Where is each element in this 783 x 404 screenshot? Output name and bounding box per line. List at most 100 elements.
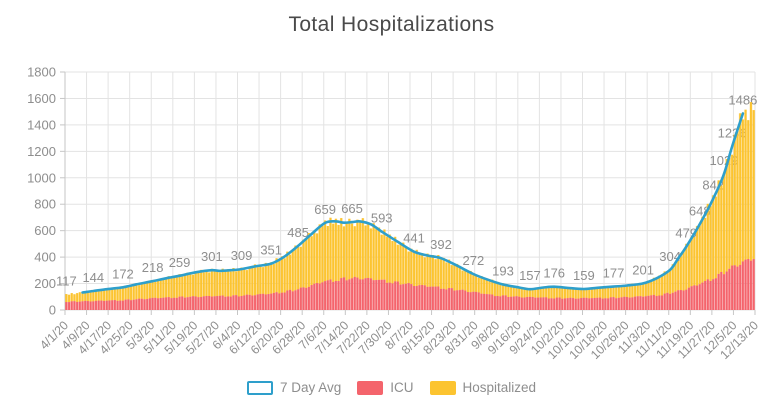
icu-bar[interactable]: [181, 296, 184, 310]
hospitalized-bar[interactable]: [682, 250, 685, 291]
hospitalized-bar[interactable]: [210, 268, 213, 297]
icu-bar[interactable]: [558, 297, 561, 310]
hospitalized-bar[interactable]: [472, 275, 475, 292]
icu-bar[interactable]: [138, 298, 141, 310]
icu-bar[interactable]: [353, 276, 356, 310]
hospitalized-bar[interactable]: [383, 229, 386, 280]
icu-bar[interactable]: [520, 297, 523, 310]
hospitalized-bar[interactable]: [696, 225, 699, 286]
hospitalized-bar[interactable]: [197, 272, 200, 298]
hospitalized-bar[interactable]: [291, 249, 294, 292]
hospitalized-bar[interactable]: [243, 269, 246, 296]
icu-bar[interactable]: [512, 296, 515, 310]
icu-bar[interactable]: [108, 300, 111, 310]
icu-bar[interactable]: [369, 278, 372, 310]
hospitalized-bar[interactable]: [183, 274, 186, 298]
icu-bar[interactable]: [162, 297, 165, 310]
icu-bar[interactable]: [305, 287, 308, 310]
hospitalized-bar[interactable]: [448, 259, 451, 288]
hospitalized-bar[interactable]: [561, 287, 564, 299]
hospitalized-bar[interactable]: [235, 271, 238, 296]
hospitalized-bar[interactable]: [221, 268, 224, 296]
hospitalized-bar[interactable]: [523, 287, 526, 298]
icu-bar[interactable]: [186, 297, 189, 310]
icu-bar[interactable]: [661, 295, 663, 310]
hospitalized-bar[interactable]: [178, 274, 181, 297]
hospitalized-bar[interactable]: [609, 285, 612, 298]
hospitalized-bar[interactable]: [580, 289, 583, 299]
hospitalized-bar[interactable]: [739, 113, 742, 265]
icu-bar[interactable]: [194, 296, 197, 310]
icu-bar[interactable]: [679, 290, 682, 310]
icu-bar[interactable]: [666, 292, 669, 310]
icu-bar[interactable]: [356, 277, 359, 310]
icu-bar[interactable]: [89, 301, 92, 310]
icu-bar[interactable]: [485, 294, 488, 310]
hospitalized-bar[interactable]: [205, 270, 208, 296]
hospitalized-bar[interactable]: [636, 283, 639, 297]
icu-bar[interactable]: [477, 292, 480, 310]
hospitalized-bar[interactable]: [714, 196, 717, 279]
icu-bar[interactable]: [733, 265, 736, 310]
hospitalized-bar[interactable]: [720, 185, 723, 272]
icu-bar[interactable]: [725, 271, 728, 310]
icu-bar[interactable]: [173, 297, 176, 310]
hospitalized-bar[interactable]: [728, 158, 731, 269]
hospitalized-bar[interactable]: [661, 276, 663, 296]
icu-bar[interactable]: [580, 298, 583, 310]
hospitalized-bar[interactable]: [647, 280, 650, 296]
icu-bar[interactable]: [528, 296, 531, 310]
hospitalized-bar[interactable]: [752, 110, 755, 260]
hospitalized-bar[interactable]: [92, 290, 95, 302]
hospitalized-bar[interactable]: [628, 285, 631, 298]
hospitalized-bar[interactable]: [410, 248, 413, 285]
icu-bar[interactable]: [410, 284, 413, 310]
icu-bar[interactable]: [693, 285, 696, 310]
icu-bar[interactable]: [224, 296, 227, 310]
hospitalized-bar[interactable]: [475, 274, 477, 292]
icu-bar[interactable]: [515, 296, 518, 310]
hospitalized-bar[interactable]: [491, 279, 494, 295]
icu-bar[interactable]: [95, 300, 97, 310]
icu-bar[interactable]: [243, 295, 246, 310]
icu-bar[interactable]: [189, 296, 192, 310]
hospitalized-bar[interactable]: [254, 264, 256, 296]
icu-bar[interactable]: [386, 282, 389, 310]
hospitalized-bar[interactable]: [135, 284, 138, 300]
hospitalized-bar[interactable]: [275, 258, 278, 293]
icu-bar[interactable]: [334, 280, 337, 310]
icu-bar[interactable]: [429, 286, 432, 310]
hospitalized-bar[interactable]: [464, 268, 467, 291]
icu-bar[interactable]: [421, 284, 424, 310]
hospitalized-bar[interactable]: [612, 287, 615, 298]
hospitalized-bar[interactable]: [601, 287, 604, 299]
icu-bar[interactable]: [728, 268, 731, 310]
hospitalized-bar[interactable]: [642, 282, 645, 297]
hospitalized-bar[interactable]: [674, 263, 677, 292]
hospitalized-bar[interactable]: [437, 255, 440, 287]
icu-bar[interactable]: [116, 300, 119, 310]
icu-bar[interactable]: [448, 287, 451, 310]
hospitalized-bar[interactable]: [154, 282, 157, 298]
icu-bar[interactable]: [235, 295, 238, 310]
icu-bar[interactable]: [351, 278, 354, 310]
hospitalized-bar[interactable]: [717, 180, 720, 274]
hospitalized-bar[interactable]: [750, 102, 752, 261]
icu-bar[interactable]: [318, 283, 321, 310]
hospitalized-bar[interactable]: [558, 288, 561, 298]
legend-item-hospitalized[interactable]: Hospitalized: [429, 380, 536, 395]
icu-bar[interactable]: [143, 299, 146, 310]
icu-bar[interactable]: [232, 295, 235, 310]
icu-bar[interactable]: [343, 277, 345, 310]
hospitalized-bar[interactable]: [526, 289, 529, 298]
icu-bar[interactable]: [553, 298, 556, 310]
icu-bar[interactable]: [316, 283, 318, 310]
hospitalized-bar[interactable]: [148, 282, 151, 299]
hospitalized-bar[interactable]: [572, 287, 575, 299]
icu-bar[interactable]: [626, 296, 628, 310]
hospitalized-bar[interactable]: [208, 272, 211, 296]
hospitalized-bar[interactable]: [669, 269, 672, 294]
hospitalized-bar[interactable]: [688, 244, 690, 288]
hospitalized-bar[interactable]: [353, 226, 356, 277]
hospitalized-bar[interactable]: [307, 233, 310, 287]
